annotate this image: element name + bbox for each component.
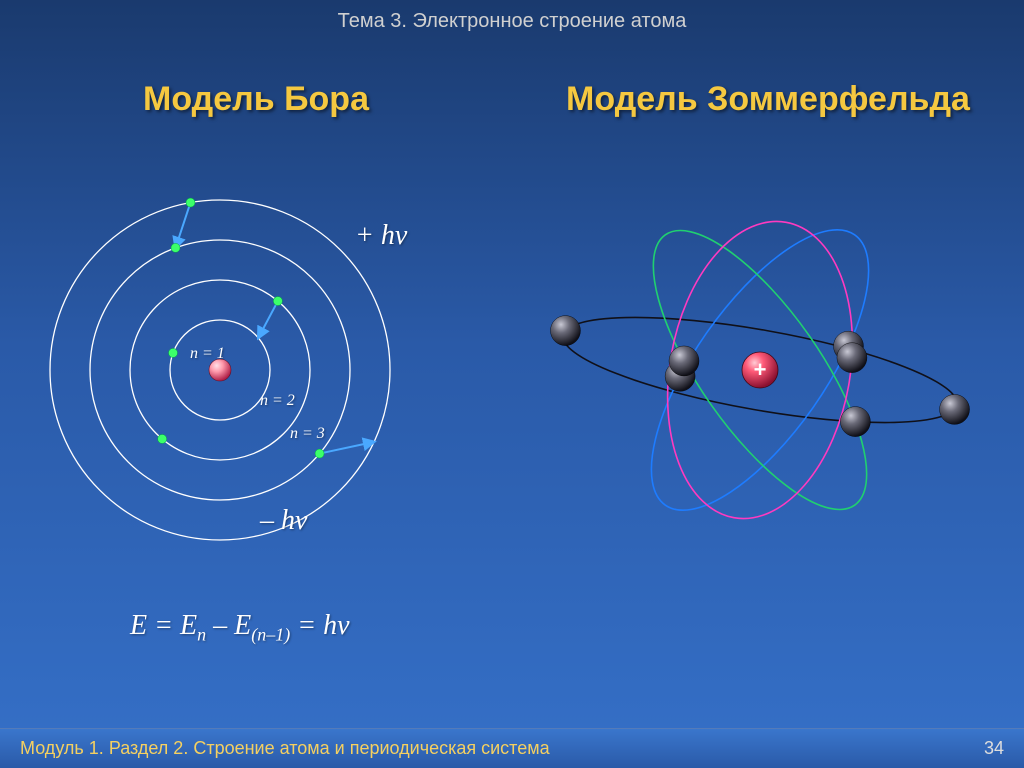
label-n1: n = 1 (190, 345, 225, 363)
energy-formula: E = En – E(n–1) = hν (130, 610, 350, 646)
svg-text:+: + (754, 357, 767, 382)
label-n3: n = 3 (290, 425, 325, 443)
label-n2: n = 2 (260, 392, 295, 410)
formula-mid: – E (213, 610, 251, 641)
formula-sub1: n (197, 625, 206, 645)
formula-prefix: E = E (130, 610, 197, 641)
label-plus_hv: + hν (355, 220, 407, 252)
label-minus_hv: – hν (260, 505, 307, 537)
page-number: 34 (984, 738, 1004, 759)
formula-sub2: (n–1) (251, 625, 290, 645)
formula-suffix: = hν (297, 610, 349, 641)
footer-text: Модуль 1. Раздел 2. Строение атома и пер… (20, 738, 550, 759)
footer-bar: Модуль 1. Раздел 2. Строение атома и пер… (0, 728, 1024, 768)
sommerfeld-diagram: + (0, 0, 1024, 768)
